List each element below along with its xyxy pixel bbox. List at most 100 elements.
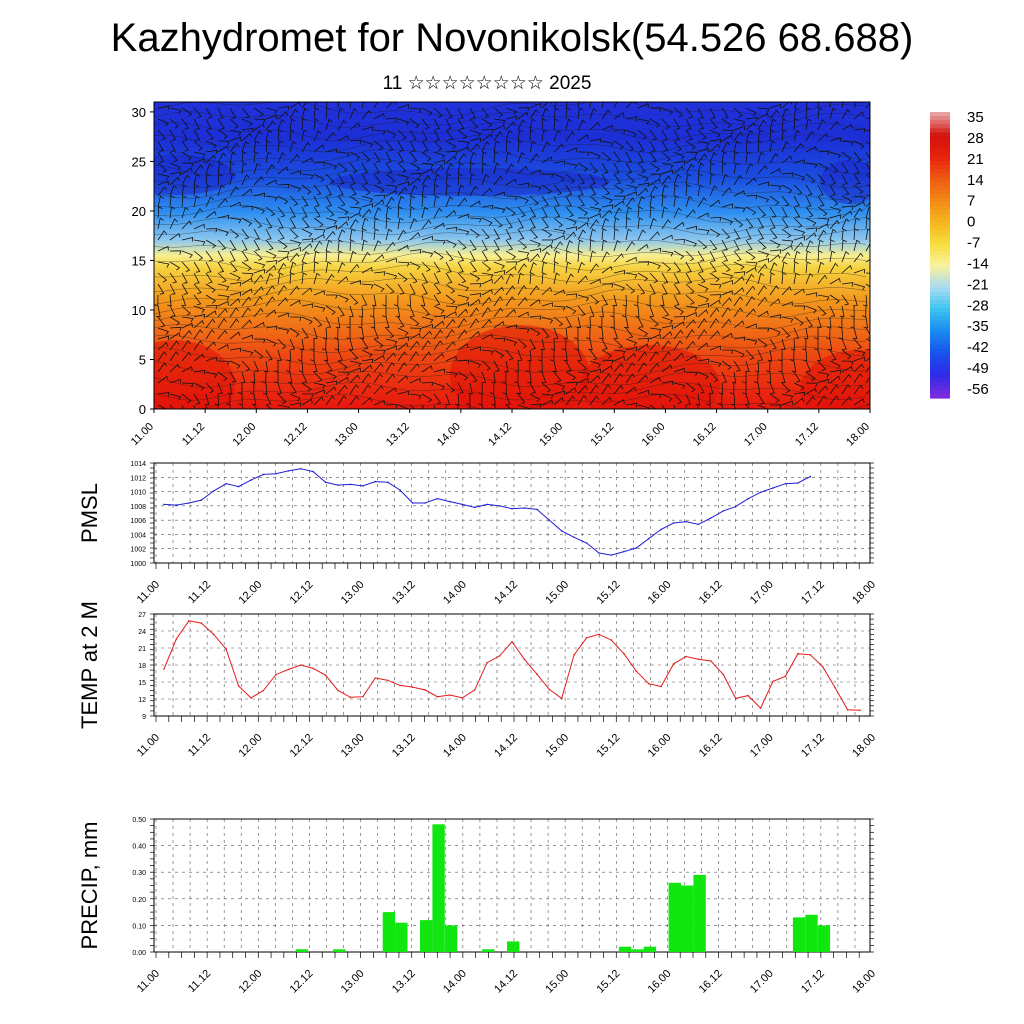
- temp-x-tick-label: 11.12: [186, 732, 213, 759]
- wind-barb: [673, 207, 682, 219]
- colorbar-swatch: [930, 328, 950, 334]
- wind-barb: [709, 228, 721, 238]
- wind-barb: [373, 240, 382, 252]
- wind-barb: [817, 133, 829, 142]
- wind-barb: [697, 283, 709, 292]
- wind-barb: [661, 195, 667, 208]
- temp-point: [163, 668, 165, 670]
- wind-barb: [601, 162, 609, 174]
- wind-barb: [829, 277, 841, 285]
- wind-barb: [241, 188, 253, 197]
- wind-barb: [421, 162, 434, 169]
- wind-barb: [769, 314, 782, 319]
- wind-barb: [169, 250, 182, 255]
- wind-barb: [625, 197, 636, 208]
- wind-barb: [817, 395, 827, 406]
- colorbar-swatch: [930, 214, 950, 219]
- wind-barb: [193, 369, 206, 375]
- wind-barb: [421, 393, 433, 403]
- wind-barb: [505, 140, 511, 153]
- colorbar-swatch: [930, 385, 950, 391]
- wind-barb: [265, 296, 276, 307]
- wind-barb: [733, 239, 740, 251]
- wind-barb: [505, 115, 518, 121]
- wind-barb: [649, 118, 661, 128]
- pmsl-point: [697, 523, 700, 526]
- precip-x-tick-label: 15.00: [543, 968, 571, 996]
- wind-barb: [817, 217, 830, 223]
- pmsl-x-tick-label: 12.00: [236, 579, 264, 607]
- wind-barb: [697, 118, 705, 130]
- wind-barb: [241, 107, 250, 119]
- wind-barb: [529, 272, 535, 285]
- wind-barb: [241, 360, 251, 372]
- wind-barb: [157, 230, 167, 241]
- wind-barb: [253, 268, 265, 274]
- wind-barb: [685, 261, 692, 273]
- wind-barb: [733, 336, 746, 341]
- colorbar-label: -35: [967, 318, 989, 335]
- y-tick-label: 5: [139, 352, 146, 367]
- pmsl-x-tick-label: 16.12: [697, 579, 725, 607]
- wind-barb: [205, 341, 216, 351]
- wind-barb: [769, 195, 780, 206]
- precip-y-tick-label: 0.20: [132, 897, 146, 904]
- colorbar-label: -28: [967, 297, 989, 314]
- wind-barb: [265, 120, 276, 131]
- wind-barb: [205, 118, 212, 130]
- wind-barb: [565, 231, 576, 241]
- wind-barb: [649, 305, 655, 317]
- wind-barb: [469, 185, 479, 197]
- wind-barb: [313, 389, 325, 395]
- wind-barb: [157, 316, 166, 328]
- colorbar-swatch: [930, 205, 950, 211]
- wind-barb: [421, 184, 428, 197]
- wind-barb: [253, 217, 263, 229]
- wind-barb: [709, 250, 716, 262]
- wind-barb: [865, 140, 870, 146]
- wind-barb: [229, 272, 241, 281]
- wind-barb: [349, 305, 354, 317]
- wind-barb: [469, 129, 482, 138]
- wind-barb: [469, 330, 481, 340]
- wind-barb: [517, 272, 524, 285]
- wind-barb: [217, 152, 227, 164]
- wind-barb: [853, 228, 859, 241]
- wind-barb: [157, 129, 166, 141]
- wind-barb: [853, 349, 866, 357]
- wind-barb: [625, 151, 632, 163]
- precip-x-tick-label: 17.00: [748, 968, 776, 996]
- wind-barb: [433, 283, 442, 295]
- wind-barb: [805, 395, 816, 406]
- temp-point: [647, 682, 650, 685]
- wind-barb: [853, 195, 866, 202]
- wind-barb: [205, 149, 218, 155]
- temp-point: [212, 633, 215, 636]
- wind-barb: [829, 184, 836, 196]
- wind-barb: [154, 294, 159, 307]
- wind-barb: [553, 250, 560, 263]
- wind-barb: [805, 316, 813, 328]
- x-tick-label: 11.00: [129, 421, 156, 448]
- wind-barb: [277, 255, 289, 263]
- wind-barb: [349, 151, 361, 161]
- wind-barb: [649, 247, 662, 253]
- wind-barb: [421, 381, 434, 387]
- wind-barb: [565, 387, 577, 395]
- wind-barb: [373, 354, 385, 362]
- wind-barb: [169, 195, 175, 208]
- wind-barb: [397, 229, 407, 241]
- wind-barb: [193, 272, 200, 284]
- wind-barb: [769, 272, 775, 285]
- wind-barb: [757, 349, 764, 361]
- colorbar-swatch: [930, 165, 950, 170]
- wind-barb: [301, 287, 313, 296]
- colorbar-label: -7: [967, 235, 980, 252]
- wind-barb: [157, 335, 170, 341]
- colorbar-swatch: [930, 361, 950, 366]
- wind-barb: [578, 217, 590, 222]
- wind-barb: [769, 140, 776, 153]
- wind-barb: [409, 261, 421, 270]
- wind-barb: [181, 236, 194, 242]
- wind-barb: [289, 154, 300, 164]
